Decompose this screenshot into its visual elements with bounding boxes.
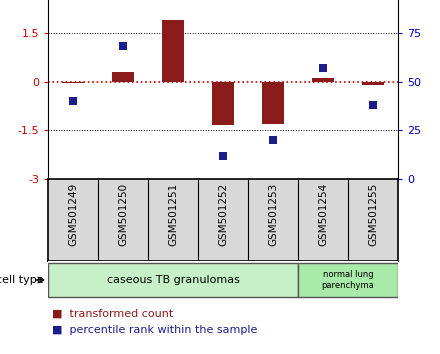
Bar <box>312 78 334 81</box>
Text: GSM501249: GSM501249 <box>68 183 78 246</box>
Text: GSM501252: GSM501252 <box>218 183 228 246</box>
Point <box>319 65 326 71</box>
Point <box>370 102 377 108</box>
Bar <box>212 81 234 125</box>
Bar <box>362 81 384 85</box>
Text: GSM501251: GSM501251 <box>168 183 178 246</box>
Point <box>220 153 227 159</box>
Text: GSM501250: GSM501250 <box>118 183 128 246</box>
Bar <box>262 81 284 124</box>
Text: ■  percentile rank within the sample: ■ percentile rank within the sample <box>52 325 258 335</box>
Text: cell type: cell type <box>0 275 44 285</box>
Bar <box>112 72 134 81</box>
Bar <box>298 263 398 297</box>
Bar <box>62 81 84 83</box>
Point <box>70 98 77 104</box>
Text: ■  transformed count: ■ transformed count <box>52 309 174 319</box>
Point <box>120 44 127 49</box>
Text: normal lung
parenchyma: normal lung parenchyma <box>322 270 374 290</box>
Text: GSM501255: GSM501255 <box>368 183 378 246</box>
Bar <box>48 263 298 297</box>
Text: caseous TB granulomas: caseous TB granulomas <box>106 275 239 285</box>
Bar <box>162 20 184 81</box>
Text: GSM501253: GSM501253 <box>268 183 278 246</box>
Text: GSM501254: GSM501254 <box>318 183 328 246</box>
Point <box>269 137 276 143</box>
